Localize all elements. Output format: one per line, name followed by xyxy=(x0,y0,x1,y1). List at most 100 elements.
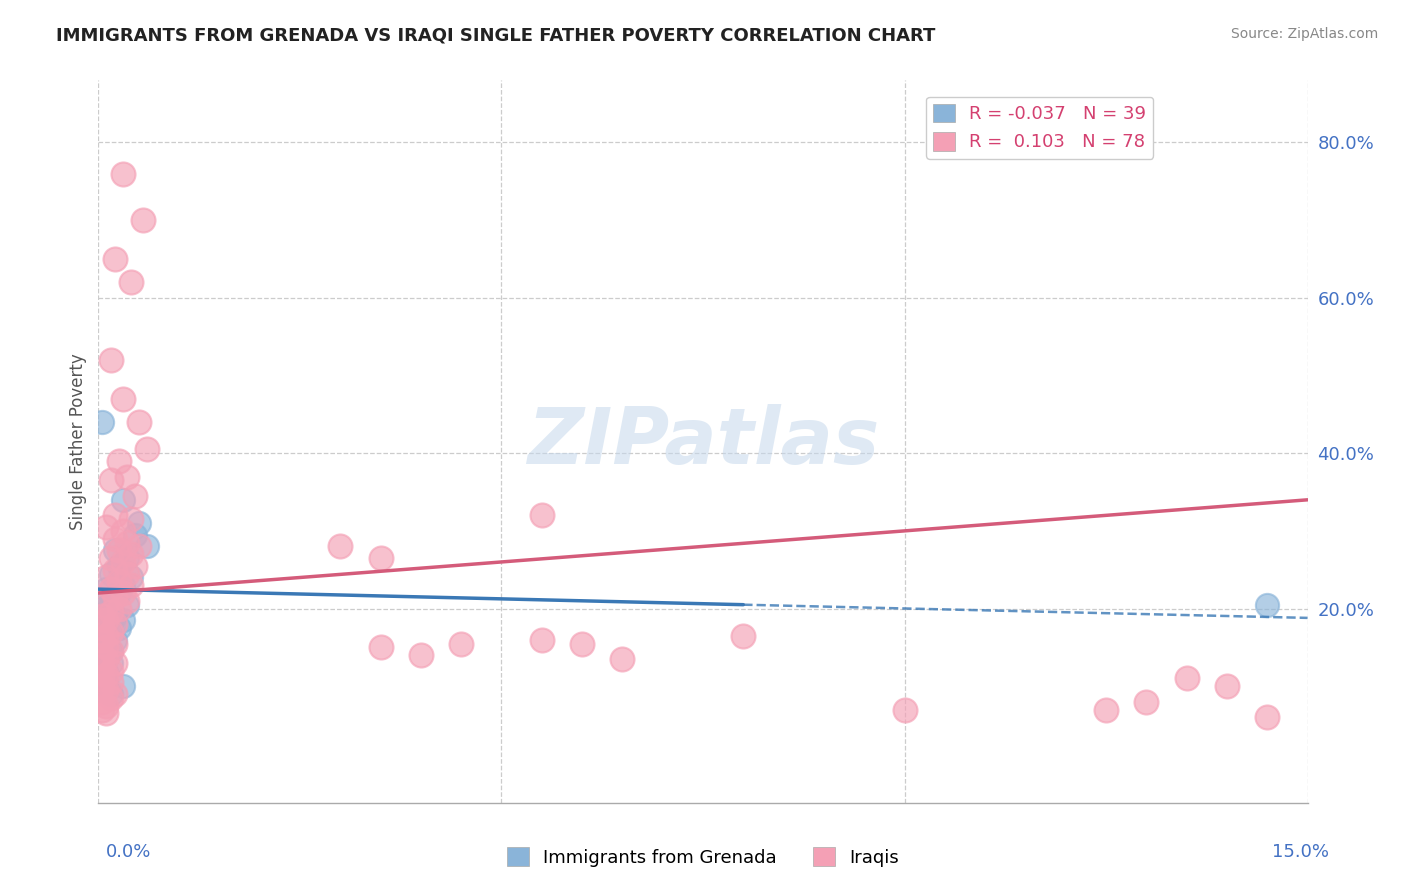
Point xyxy=(91,624,114,639)
Point xyxy=(115,535,138,549)
Point xyxy=(100,644,122,658)
Point xyxy=(124,528,146,542)
Point xyxy=(96,640,118,655)
Point xyxy=(91,636,114,650)
Point xyxy=(115,551,138,566)
Text: ZIPatlas: ZIPatlas xyxy=(527,403,879,480)
Point xyxy=(100,594,122,608)
Point xyxy=(107,454,129,468)
Text: IMMIGRANTS FROM GRENADA VS IRAQI SINGLE FATHER POVERTY CORRELATION CHART: IMMIGRANTS FROM GRENADA VS IRAQI SINGLE … xyxy=(56,27,935,45)
Point xyxy=(115,469,138,483)
Point xyxy=(100,606,122,620)
Point xyxy=(100,617,122,632)
Point xyxy=(100,582,122,596)
Point xyxy=(111,613,134,627)
Point xyxy=(91,672,114,686)
Point xyxy=(91,632,114,647)
Point xyxy=(100,675,122,690)
Point xyxy=(111,578,134,592)
Point xyxy=(370,640,392,655)
Point xyxy=(96,629,118,643)
Point xyxy=(120,512,142,526)
Point xyxy=(103,563,125,577)
Point xyxy=(115,594,138,608)
Point xyxy=(120,275,142,289)
Point xyxy=(96,570,118,584)
Point xyxy=(893,702,915,716)
Point xyxy=(91,621,114,635)
Point xyxy=(120,570,142,584)
Point xyxy=(1216,679,1239,693)
Point xyxy=(120,547,142,561)
Point xyxy=(1256,598,1278,612)
Point xyxy=(96,520,118,534)
Point xyxy=(91,601,114,615)
Point xyxy=(135,540,157,554)
Point xyxy=(128,516,150,530)
Point xyxy=(103,656,125,670)
Point xyxy=(103,532,125,546)
Point xyxy=(100,687,122,701)
Point xyxy=(1256,710,1278,724)
Text: Source: ZipAtlas.com: Source: ZipAtlas.com xyxy=(1230,27,1378,41)
Point xyxy=(111,492,134,507)
Point xyxy=(107,621,129,635)
Point xyxy=(103,252,125,266)
Point xyxy=(96,652,118,666)
Point xyxy=(530,632,553,647)
Point xyxy=(530,508,553,523)
Point xyxy=(450,636,472,650)
Point xyxy=(96,683,118,698)
Point xyxy=(96,613,118,627)
Point xyxy=(91,683,114,698)
Point xyxy=(103,543,125,558)
Point xyxy=(91,415,114,429)
Point xyxy=(571,636,593,650)
Point xyxy=(96,652,118,666)
Point xyxy=(96,629,118,643)
Point xyxy=(100,656,122,670)
Point xyxy=(96,706,118,721)
Point xyxy=(96,598,118,612)
Point xyxy=(100,551,122,566)
Point xyxy=(96,582,118,596)
Point xyxy=(96,675,118,690)
Legend: Immigrants from Grenada, Iraqis: Immigrants from Grenada, Iraqis xyxy=(501,840,905,874)
Point xyxy=(128,540,150,554)
Point xyxy=(120,578,142,592)
Point xyxy=(107,586,129,600)
Point xyxy=(103,617,125,632)
Point xyxy=(91,695,114,709)
Point xyxy=(111,167,134,181)
Point xyxy=(612,652,634,666)
Point xyxy=(103,508,125,523)
Y-axis label: Single Father Poverty: Single Father Poverty xyxy=(69,353,87,530)
Point xyxy=(103,590,125,604)
Point xyxy=(96,664,118,678)
Point xyxy=(1175,672,1198,686)
Point xyxy=(91,660,114,674)
Point xyxy=(96,640,118,655)
Point xyxy=(100,644,122,658)
Point xyxy=(91,679,114,693)
Point xyxy=(733,629,755,643)
Point xyxy=(91,648,114,663)
Point xyxy=(96,667,118,681)
Point xyxy=(115,566,138,581)
Point xyxy=(91,672,114,686)
Point xyxy=(111,555,134,569)
Point xyxy=(91,648,114,663)
Point xyxy=(103,636,125,650)
Point xyxy=(124,489,146,503)
Point xyxy=(107,601,129,615)
Point xyxy=(100,566,122,581)
Point xyxy=(100,664,122,678)
Point xyxy=(1095,702,1118,716)
Point xyxy=(124,558,146,573)
Point xyxy=(100,474,122,488)
Point xyxy=(111,679,134,693)
Text: 0.0%: 0.0% xyxy=(105,843,150,861)
Point xyxy=(111,392,134,406)
Point xyxy=(91,609,114,624)
Point xyxy=(370,551,392,566)
